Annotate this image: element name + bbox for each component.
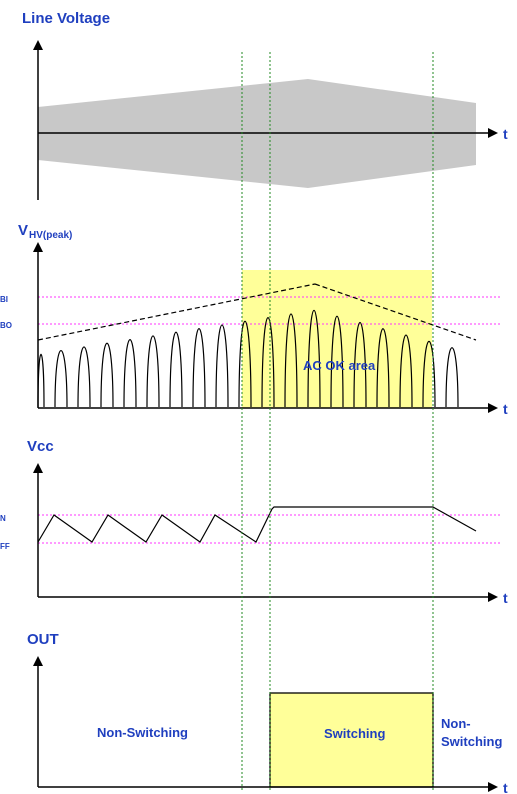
vcc-panel: Vcc N FF t	[0, 438, 508, 606]
non-switching-label: Non-Switching	[97, 725, 188, 740]
ac-ok-area-label: AC OK area	[303, 358, 376, 373]
timing-markers	[241, 52, 434, 790]
peak-envelope-rise	[37, 283, 316, 341]
vhv-panel: V HV(peak) BI BO AC OK area t	[0, 222, 508, 417]
vhv-title-main: V	[18, 222, 28, 239]
line-voltage-title: Line Voltage	[22, 10, 110, 27]
vbo-label: BO	[0, 321, 12, 330]
vhv-title-sub: HV(peak)	[29, 230, 72, 241]
vcc-t-label: t	[503, 590, 508, 606]
vbi-label: BI	[0, 295, 8, 304]
out-title: OUT	[27, 631, 59, 648]
peak-envelope-fall	[314, 283, 477, 341]
line-voltage-t-label: t	[503, 126, 508, 142]
switching-label: Switching	[324, 726, 385, 741]
non-switching-right-line1: Non-	[441, 716, 471, 731]
vcc-waveform	[37, 506, 477, 543]
vhv-t-label: t	[503, 401, 508, 417]
vcc-title: Vcc	[27, 438, 54, 455]
vcc-off-label: FF	[0, 542, 10, 551]
rectified-peaks	[37, 310, 459, 408]
non-switching-right-line2: Switching	[441, 734, 502, 749]
switching-block	[269, 692, 434, 788]
out-t-label: t	[503, 780, 508, 794]
line-voltage-panel: Line Voltage t	[22, 10, 508, 200]
vcc-on-label: N	[0, 514, 6, 523]
out-panel: OUT Non-Switching Switching Non- Switchi…	[27, 631, 508, 794]
